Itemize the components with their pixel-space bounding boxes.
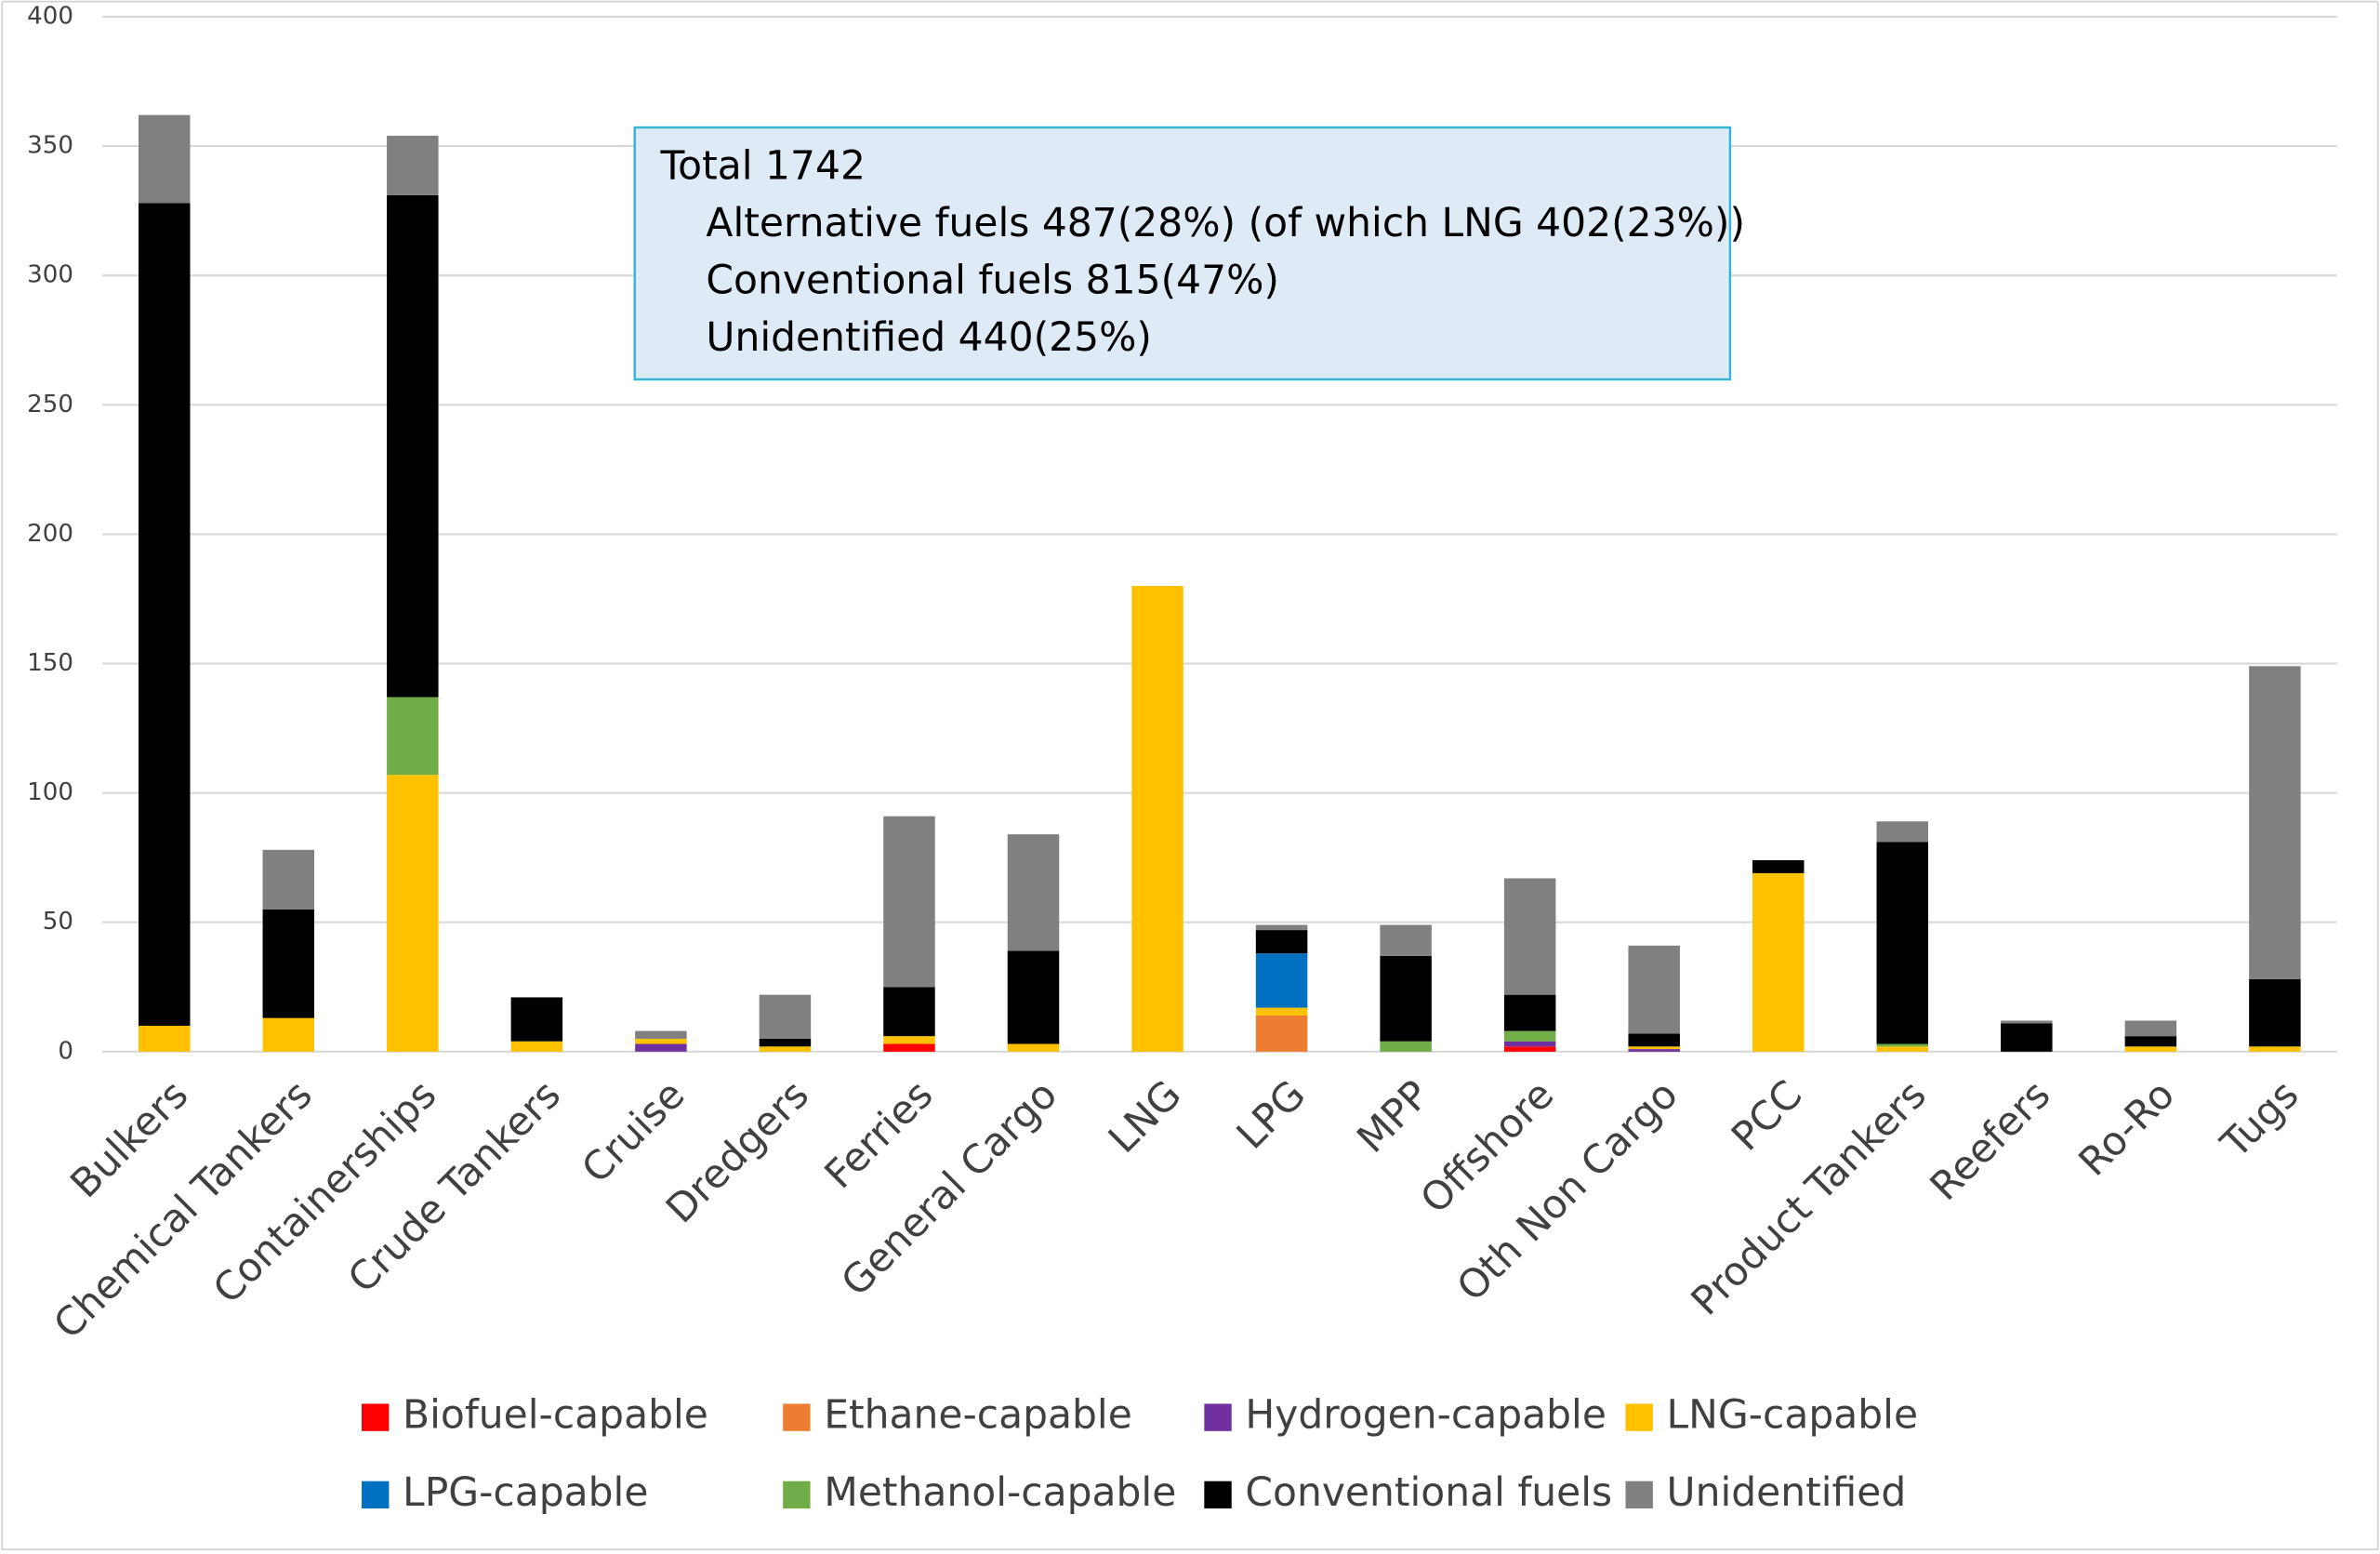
bar-segment [1007, 1043, 1060, 1052]
annotation-text: Total 1742 [659, 144, 865, 190]
bar-segment [1628, 945, 1680, 1034]
bar-segment [1503, 1041, 1556, 1047]
bar-segment [139, 114, 191, 204]
bar-segment [510, 1041, 563, 1052]
bar-segment [1255, 930, 1308, 954]
bar-segment [2124, 1036, 2177, 1047]
y-tick-label: 100 [27, 778, 73, 806]
annotation-text: Conventional fuels 815(47%) [706, 259, 1279, 304]
bar-segment [1380, 955, 1432, 1042]
legend-swatch [1625, 1403, 1653, 1431]
y-tick-label: 400 [27, 2, 73, 30]
y-tick-label: 150 [27, 649, 73, 677]
bar-segment [759, 1046, 812, 1052]
bar-segment [2249, 1046, 2301, 1052]
legend-label: LPG-capable [403, 1470, 648, 1516]
bar-segment [1503, 1046, 1556, 1052]
bar-segment [883, 987, 935, 1037]
bar-segment [262, 849, 315, 910]
bar-segment [1628, 1049, 1680, 1052]
bar-segment [883, 1036, 935, 1044]
bar-segment [883, 1043, 935, 1052]
bar-segment [1876, 1046, 1929, 1052]
bar-segment [635, 1038, 687, 1044]
annotation-text: Alternative fuels 487(28%) (of which LNG… [706, 201, 1745, 246]
bar-segment [635, 1043, 687, 1052]
y-tick-label: 0 [58, 1037, 73, 1065]
bar-segment [635, 1030, 687, 1039]
bar-segment [1255, 1007, 1308, 1016]
legend-label: Biofuel-capable [403, 1393, 708, 1439]
bar-segment [759, 1038, 812, 1047]
bar-segment [2001, 1020, 2053, 1024]
bar-segment [2001, 1023, 2053, 1052]
bar-segment [1503, 878, 1556, 995]
bar-segment [1007, 950, 1060, 1044]
annotation-box [633, 126, 1732, 381]
bar-segment [1380, 1041, 1432, 1052]
bar-segment [759, 994, 812, 1039]
bar-segment [1007, 834, 1060, 951]
bar-segment [262, 909, 315, 1018]
bar-segment [1628, 1046, 1680, 1050]
bar-segment [2124, 1020, 2177, 1037]
legend-label: Unidentified [1667, 1470, 1907, 1516]
legend-swatch [1625, 1481, 1653, 1509]
legend-label: Hydrogen-capable [1245, 1393, 1606, 1439]
bar-segment [1503, 994, 1556, 1031]
bar-segment [1503, 1030, 1556, 1042]
annotation-text: Unidentified 440(25%) [706, 315, 1151, 361]
legend-label: Conventional fuels [1245, 1470, 1612, 1516]
legend-swatch [783, 1403, 811, 1431]
legend-swatch [783, 1481, 811, 1509]
bar-segment [1876, 821, 1929, 843]
bar-segment [2124, 1046, 2177, 1052]
bar-segment [510, 997, 563, 1042]
bar-segment [1752, 872, 1805, 1052]
bar-segment [1131, 586, 1183, 1052]
bar-segment [139, 203, 191, 1027]
legend-label: Ethane-capable [824, 1393, 1132, 1439]
legend-label: LNG-capable [1667, 1393, 1919, 1439]
y-tick-label: 350 [27, 132, 73, 160]
legend-swatch [362, 1481, 390, 1509]
bar-segment [387, 697, 439, 776]
bar-segment [1876, 842, 1929, 1044]
bar-segment [2249, 978, 2301, 1047]
legend-swatch [1204, 1403, 1232, 1431]
bar-segment [387, 135, 439, 195]
bar-segment [387, 194, 439, 697]
bar-segment [1752, 859, 1805, 873]
bar-segment [883, 816, 935, 988]
bar-segment [1255, 953, 1308, 1008]
bar-segment [1876, 1043, 1929, 1047]
legend-swatch [362, 1403, 390, 1431]
legend-label: Methanol-capable [824, 1470, 1176, 1516]
bar-segment [139, 1026, 191, 1052]
bar-segment [1255, 1015, 1308, 1052]
y-tick-label: 250 [27, 391, 73, 418]
y-tick-label: 300 [27, 261, 73, 289]
bar-segment [2249, 666, 2301, 979]
y-tick-label: 200 [27, 520, 73, 548]
bar-segment [1380, 924, 1432, 956]
bar-segment [1628, 1033, 1680, 1047]
bar-segment [387, 775, 439, 1052]
bar-segment [1255, 924, 1308, 931]
bar-segment [262, 1017, 315, 1052]
legend-swatch [1204, 1481, 1232, 1509]
y-tick-label: 50 [43, 908, 73, 936]
